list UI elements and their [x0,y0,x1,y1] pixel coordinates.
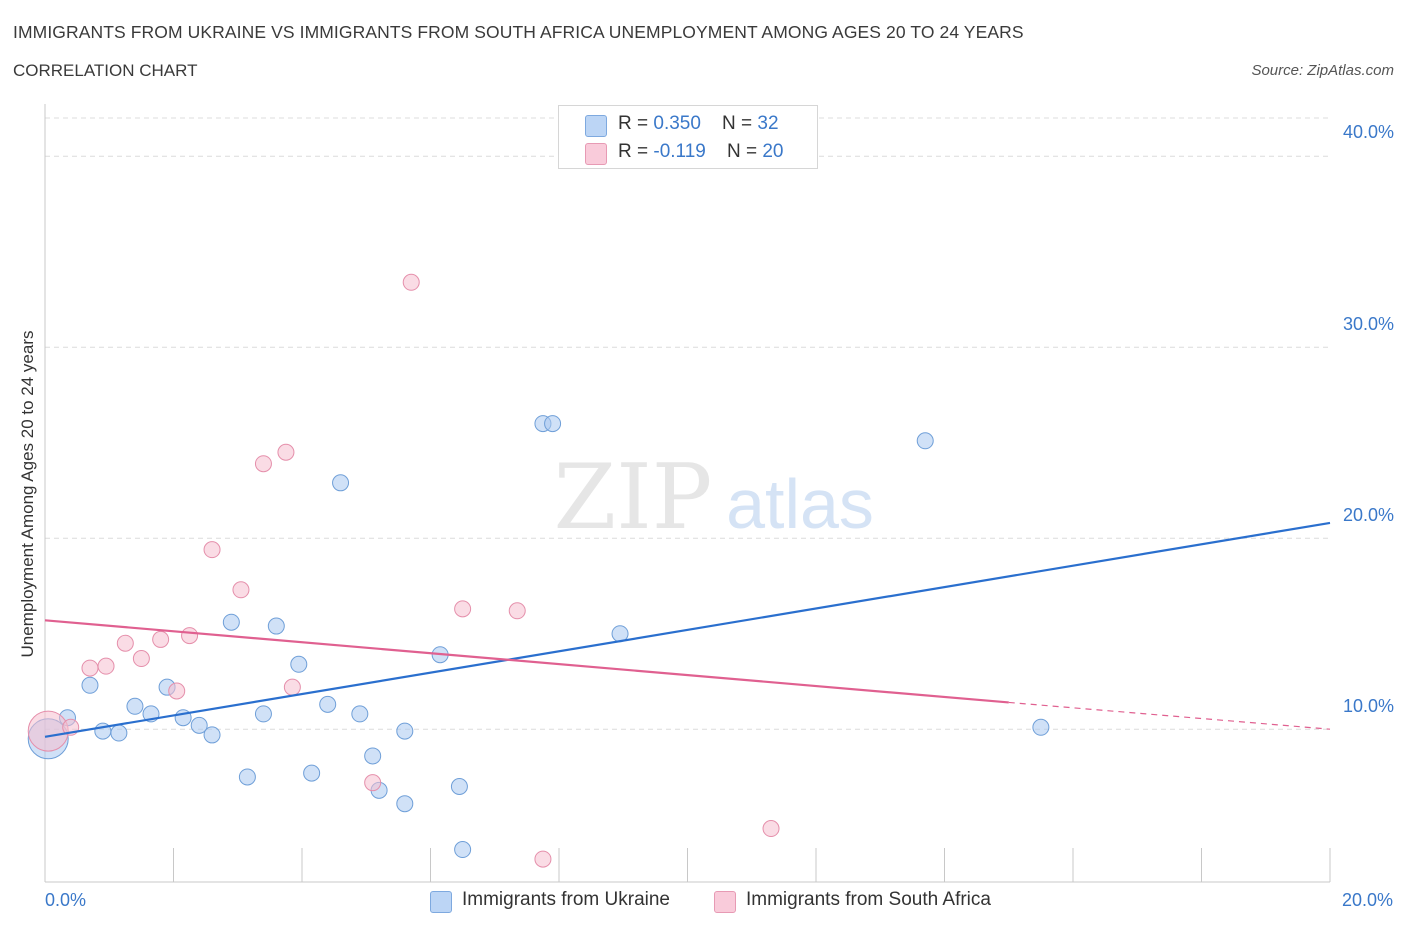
point-south-africa [454,600,472,618]
point-ukraine [290,655,308,673]
point-south-africa [277,443,295,461]
legend-n-value: 32 [757,113,779,134]
y-tick-label: 30.0% [1342,314,1394,334]
legend-n-label: N = [722,113,758,134]
legend-swatch-south-africa [585,143,607,165]
point-ukraine [332,474,350,492]
axes [44,104,1331,883]
legend-r-value: 0.350 [653,113,701,134]
series-label-south-africa: Immigrants from South Africa [746,889,991,910]
point-ukraine [254,705,272,723]
point-south-africa [132,650,150,668]
stats-legend: R = 0.350 N = 32 R = -0.119 N = 20 [558,105,818,169]
x-tick-label: 0.0% [45,890,87,910]
point-ukraine [303,764,321,782]
point-ukraine [396,722,414,740]
legend-n-label: N = [726,141,763,162]
point-ukraine [222,613,240,631]
point-ukraine [203,726,221,744]
legend-r-label: R = [618,113,654,134]
trend-extension-south-africa [1008,701,1331,730]
point-ukraine [110,724,128,742]
watermark-zip: ZIP [554,445,713,550]
point-south-africa [254,455,272,473]
point-ukraine [1032,718,1050,736]
watermark-atlas: atlas [726,465,874,543]
point-south-africa [168,682,186,700]
point-ukraine [396,795,414,813]
point-ukraine [916,432,934,450]
point-ukraine [126,697,144,715]
point-south-africa [27,710,69,752]
watermark: ZIP atlas [554,445,874,550]
point-south-africa [232,581,250,599]
point-ukraine [267,617,285,635]
point-ukraine [454,841,472,859]
chart-title: IMMIGRANTS FROM UKRAINE VS IMMIGRANTS FR… [13,22,1024,42]
point-south-africa [762,820,780,838]
point-ukraine [238,768,256,786]
chart-subtitle: CORRELATION CHART [13,61,198,80]
point-south-africa [152,630,170,648]
trend-lines [44,521,1331,738]
point-south-africa [116,634,134,652]
y-tick-label: 40.0% [1342,122,1394,142]
legend-r-value: -0.119 [653,141,706,162]
point-ukraine [81,676,99,694]
point-ukraine [364,747,382,765]
point-south-africa [81,659,99,677]
point-south-africa [283,678,301,696]
point-south-africa [364,774,382,792]
legend-n-value: 20 [762,141,784,162]
point-ukraine [450,778,468,795]
x-tick-label: 20.0% [1341,890,1393,910]
y-tick-label: 20.0% [1342,505,1394,525]
series-swatch-south-africa [714,891,736,913]
trend-line-ukraine [44,521,1331,738]
point-ukraine [319,695,337,713]
point-south-africa [203,541,221,559]
point-south-africa [181,627,199,645]
data-points [27,273,1050,868]
point-ukraine [544,415,562,433]
series-label-ukraine: Immigrants from Ukraine [462,889,670,910]
point-south-africa [534,850,552,868]
chart-source: Source: ZipAtlas.com [1251,62,1394,79]
y-tick-label: 10.0% [1342,696,1394,716]
point-ukraine [190,716,208,734]
trend-line-south-africa [44,619,1009,704]
point-south-africa [97,657,115,675]
series-swatch-ukraine [430,891,452,913]
point-ukraine [351,705,369,723]
legend-r-label: R = [618,141,654,162]
legend-swatch-ukraine [585,115,607,137]
point-south-africa [508,602,526,620]
y-axis-label: Unemployment Among Ages 20 to 24 years [18,330,37,658]
point-south-africa [402,273,420,291]
